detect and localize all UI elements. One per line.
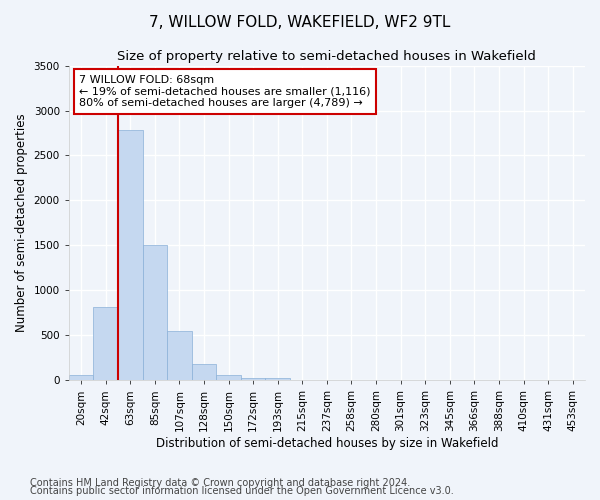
Bar: [94, 306, 118, 380]
Bar: [217, 375, 241, 380]
Text: 7 WILLOW FOLD: 68sqm
← 19% of semi-detached houses are smaller (1,116)
80% of se: 7 WILLOW FOLD: 68sqm ← 19% of semi-detac…: [79, 75, 371, 108]
X-axis label: Distribution of semi-detached houses by size in Wakefield: Distribution of semi-detached houses by …: [155, 437, 498, 450]
Title: Size of property relative to semi-detached houses in Wakefield: Size of property relative to semi-detach…: [118, 50, 536, 63]
Bar: [241, 378, 265, 380]
Text: 7, WILLOW FOLD, WAKEFIELD, WF2 9TL: 7, WILLOW FOLD, WAKEFIELD, WF2 9TL: [149, 15, 451, 30]
Bar: [265, 378, 290, 380]
Text: Contains public sector information licensed under the Open Government Licence v3: Contains public sector information licen…: [30, 486, 454, 496]
Bar: [69, 375, 94, 380]
Text: Contains HM Land Registry data © Crown copyright and database right 2024.: Contains HM Land Registry data © Crown c…: [30, 478, 410, 488]
Bar: [192, 364, 217, 380]
Bar: [118, 130, 143, 380]
Bar: [143, 246, 167, 380]
Bar: [167, 331, 192, 380]
Y-axis label: Number of semi-detached properties: Number of semi-detached properties: [15, 114, 28, 332]
